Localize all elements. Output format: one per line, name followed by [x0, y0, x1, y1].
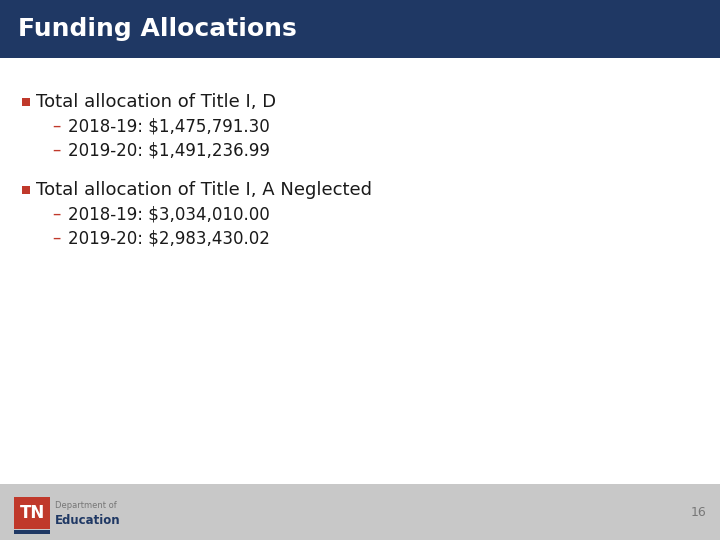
- Text: 2019-20: $1,491,236.99: 2019-20: $1,491,236.99: [68, 141, 270, 159]
- Text: –: –: [52, 141, 60, 159]
- FancyBboxPatch shape: [22, 186, 30, 194]
- Text: 2018-19: $1,475,791.30: 2018-19: $1,475,791.30: [68, 117, 270, 135]
- Text: Education: Education: [55, 514, 121, 526]
- FancyBboxPatch shape: [14, 497, 50, 529]
- Text: Total allocation of Title I, A Neglected: Total allocation of Title I, A Neglected: [36, 181, 372, 199]
- Text: 2019-20: $2,983,430.02: 2019-20: $2,983,430.02: [68, 229, 270, 247]
- Text: Funding Allocations: Funding Allocations: [18, 17, 297, 41]
- Text: –: –: [52, 117, 60, 135]
- Text: 2018-19: $3,034,010.00: 2018-19: $3,034,010.00: [68, 205, 270, 223]
- Text: –: –: [52, 229, 60, 247]
- Text: Department of: Department of: [55, 502, 117, 510]
- FancyBboxPatch shape: [0, 0, 720, 58]
- Text: –: –: [52, 205, 60, 223]
- FancyBboxPatch shape: [0, 484, 720, 540]
- Text: TN: TN: [19, 504, 45, 522]
- FancyBboxPatch shape: [14, 530, 50, 534]
- Text: Total allocation of Title I, D: Total allocation of Title I, D: [36, 93, 276, 111]
- FancyBboxPatch shape: [22, 98, 30, 106]
- Text: 16: 16: [690, 505, 706, 518]
